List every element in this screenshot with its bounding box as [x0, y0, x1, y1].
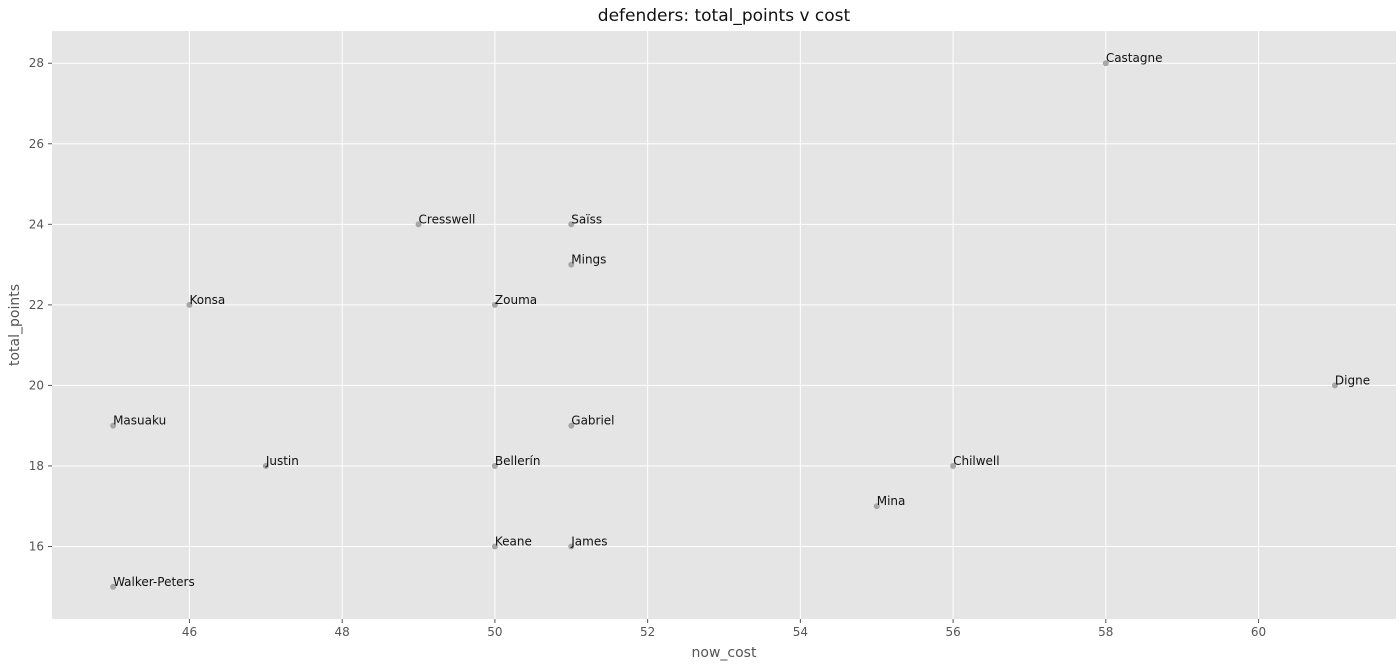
data-point: [492, 463, 498, 469]
y-tick-label: 18: [29, 459, 44, 473]
x-tick-label: 50: [487, 625, 502, 639]
x-tick-label: 52: [640, 625, 655, 639]
x-tick-label: 58: [1098, 625, 1113, 639]
data-point: [262, 463, 269, 469]
data-point: [1102, 60, 1109, 67]
y-tick-label: 16: [29, 540, 44, 554]
point-label: Justin: [265, 454, 299, 468]
x-tick-label: 54: [793, 625, 808, 639]
point-label: Chilwell: [953, 454, 1000, 468]
point-label: Mina: [877, 494, 906, 508]
point-label: Keane: [495, 535, 532, 549]
data-point: [1332, 382, 1338, 389]
y-tick-label: 20: [29, 378, 44, 392]
point-labels: Castagne Cresswell Saïss Mings Konsa Zouma Dig…: [113, 51, 1370, 589]
point-label: Gabriel: [571, 414, 614, 428]
data-point: [186, 301, 193, 308]
grid: [52, 31, 1396, 619]
data-point: [492, 301, 498, 308]
point-label: Zouma: [495, 293, 537, 307]
plot-area: [52, 31, 1396, 619]
data-point: [568, 543, 575, 550]
point-label: Mings: [571, 253, 606, 267]
x-tick-label: 56: [945, 625, 960, 639]
data-point: [873, 503, 880, 510]
y-tick-label: 22: [29, 298, 44, 312]
x-tick-label: 60: [1251, 625, 1266, 639]
point-label: Bellerín: [495, 454, 541, 468]
data-point: [492, 543, 498, 550]
data-point: [110, 422, 116, 429]
data-points: [110, 60, 1338, 590]
y-tick-label: 28: [29, 56, 44, 70]
data-point: [568, 422, 575, 429]
data-point: [568, 221, 575, 228]
y-axis-label: total_points: [7, 284, 23, 366]
y-tick-label: 26: [29, 137, 44, 151]
chart-title: defenders: total_points v cost: [598, 6, 851, 26]
data-point: [415, 221, 422, 228]
data-point: [950, 463, 956, 469]
point-label: Cresswell: [419, 212, 476, 226]
point-label: Castagne: [1106, 51, 1163, 65]
x-tick-label: 48: [335, 625, 350, 639]
y-axis-ticks: 16 18 20 22 24 26 28: [29, 56, 52, 554]
data-point: [568, 261, 575, 268]
point-label: James: [570, 535, 607, 549]
point-label: Saïss: [571, 212, 602, 226]
x-axis-label: now_cost: [692, 645, 757, 661]
y-tick-label: 24: [29, 217, 44, 231]
data-point: [110, 583, 116, 590]
point-label: Walker-Peters: [113, 575, 195, 589]
point-label: Masuaku: [113, 414, 166, 428]
x-axis-ticks: 46 48 50 52 54 56 58 60: [182, 619, 1266, 639]
point-label: Konsa: [189, 293, 225, 307]
point-label: Digne: [1335, 373, 1370, 387]
x-tick-label: 46: [182, 625, 197, 639]
